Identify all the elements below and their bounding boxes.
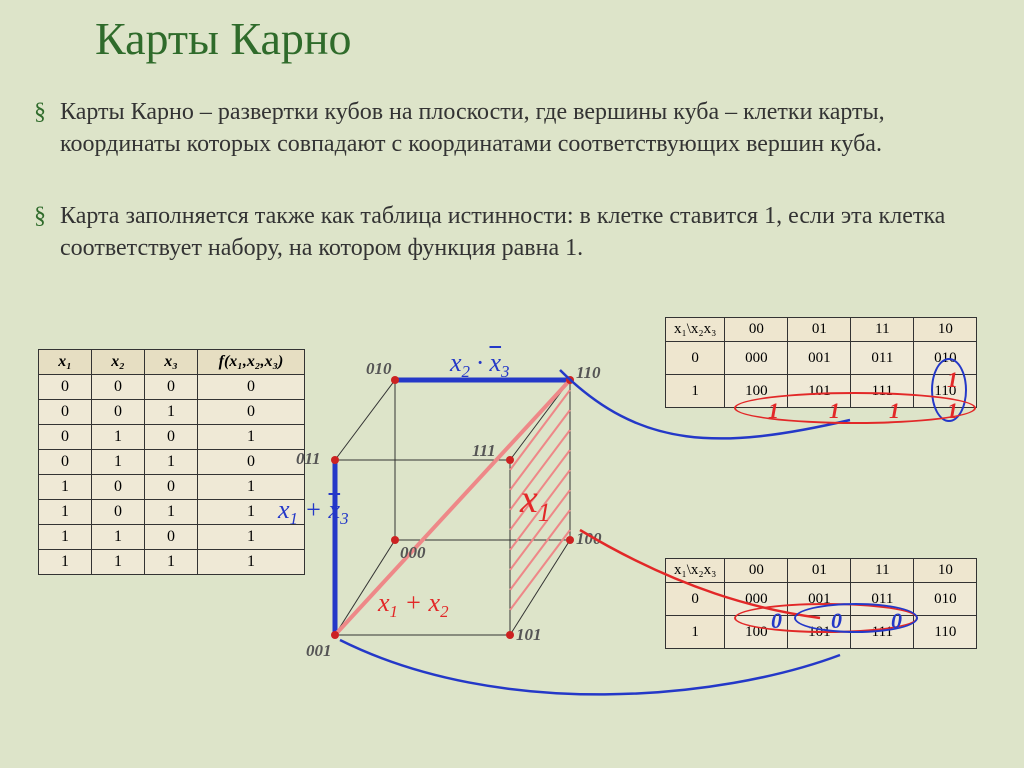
truth-cell: 0: [39, 400, 92, 425]
km1-r1: 1: [666, 375, 725, 408]
km2-ov-011: 0: [891, 608, 902, 634]
km1-c3: 10: [914, 318, 977, 342]
km1-c1: 01: [788, 318, 851, 342]
bullet-2: Карта заполняется также как таблица исти…: [60, 200, 980, 265]
truth-cell: 0: [92, 375, 145, 400]
formula-x1x3bar: x1 + x3: [278, 495, 349, 529]
truth-cell: 1: [39, 475, 92, 500]
truth-cell: 1: [92, 550, 145, 575]
vlbl-001: 001: [306, 641, 332, 661]
th-x3: x₃: [145, 350, 198, 375]
km2-corner: x₁\x₂x₃: [666, 559, 725, 583]
truth-cell: 1: [145, 450, 198, 475]
km1-00: 000: [725, 342, 788, 375]
vlbl-101: 101: [516, 625, 542, 645]
km2-ov-000: 0: [771, 608, 782, 634]
truth-cell: 0: [92, 500, 145, 525]
formula-x1: x1: [520, 475, 551, 528]
km1-c2: 11: [851, 318, 914, 342]
km1-ov-100: 1: [768, 398, 779, 424]
km1-02: 011: [851, 342, 914, 375]
truth-cell: 1: [92, 525, 145, 550]
vlbl-100: 100: [576, 529, 602, 549]
km2-c1: 01: [788, 559, 851, 583]
truth-cell: 1: [92, 425, 145, 450]
km2-c0: 00: [725, 559, 788, 583]
th-x1: x₁: [39, 350, 92, 375]
km1-ov-110: 1: [947, 398, 958, 424]
truth-cell: 1: [145, 550, 198, 575]
th-x2: x₂: [92, 350, 145, 375]
truth-cell: 1: [39, 525, 92, 550]
truth-cell: 1: [39, 500, 92, 525]
km1-ov-010: 1: [947, 367, 958, 393]
km1-01: 001: [788, 342, 851, 375]
km2-ov-001: 0: [831, 608, 842, 634]
vlbl-000: 000: [400, 543, 426, 563]
truth-cell: 1: [92, 450, 145, 475]
km2-c3: 10: [914, 559, 977, 583]
truth-cell: 0: [39, 425, 92, 450]
km1-c0: 00: [725, 318, 788, 342]
truth-cell: 0: [145, 425, 198, 450]
truth-cell: 1: [145, 400, 198, 425]
truth-cell: 0: [92, 475, 145, 500]
km2-03: 010: [914, 583, 977, 616]
km2-r1: 1: [666, 616, 725, 649]
truth-cell: 0: [92, 400, 145, 425]
truth-table: x₁ x₂ x₃ f(x₁,x₂,x₃) 0000001001010110100…: [38, 349, 305, 575]
truth-cell: 0: [39, 375, 92, 400]
truth-cell: 0: [39, 450, 92, 475]
truth-cell: 1: [145, 500, 198, 525]
km1-ov-101: 1: [829, 398, 840, 424]
formula-x2x3bar: x2 · x3: [450, 348, 510, 382]
km1-r0: 0: [666, 342, 725, 375]
vlbl-011: 011: [296, 449, 321, 469]
km2-r0: 0: [666, 583, 725, 616]
truth-cell: 1: [39, 550, 92, 575]
km2-c2: 11: [851, 559, 914, 583]
truth-cell: 0: [145, 525, 198, 550]
bullet-1: Карты Карно – развертки кубов на плоскос…: [60, 96, 980, 161]
km1-ov-111: 1: [889, 398, 900, 424]
page-title: Карты Карно: [95, 12, 352, 65]
formula-x1x2: x1 + x2: [378, 588, 449, 622]
vlbl-111: 111: [472, 441, 496, 461]
truth-cell: 0: [145, 475, 198, 500]
vlbl-010: 010: [366, 359, 392, 379]
km1-corner: x₁\x₂x₃: [666, 318, 725, 342]
truth-cell: 0: [145, 375, 198, 400]
km2-13: 110: [914, 616, 977, 649]
vlbl-110: 110: [576, 363, 601, 383]
